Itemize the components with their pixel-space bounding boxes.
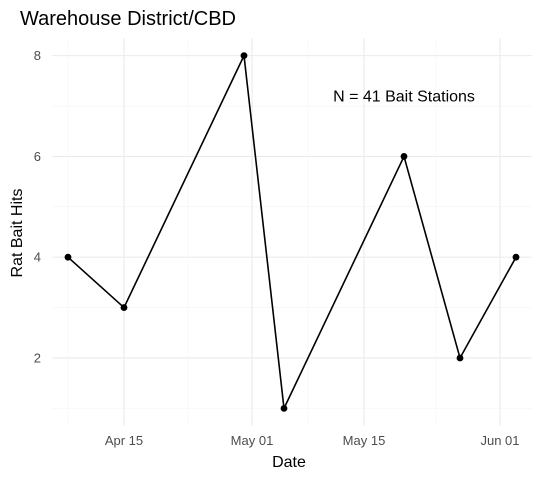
x-axis-title: Date [272,454,306,471]
data-point [512,253,520,261]
data-point [64,253,72,261]
x-tick-label: Apr 15 [105,433,143,448]
x-tick-label: May 01 [231,433,274,448]
data-point [120,304,128,311]
grid [52,38,532,426]
y-tick-label: 8 [34,48,41,63]
y-tick-label: 2 [34,350,41,365]
y-axis-title: Rat Bait Hits [9,189,26,278]
series-layer [64,52,520,412]
chart-title: Warehouse District/CBD [20,8,236,30]
data-point [456,354,464,362]
data-point [240,52,248,60]
y-tick-label: 6 [34,149,41,164]
data-point [400,153,408,160]
y-axis-ticks: 2 4 6 8 [34,48,41,365]
x-tick-label: May 15 [343,433,386,448]
annotation-text: N = 41 Bait Stations [333,88,475,105]
x-axis-ticks: Apr 15 May 01 May 15 Jun 01 [105,433,520,448]
series-line [67,54,517,410]
x-tick-label: Jun 01 [480,433,519,448]
y-tick-label: 4 [34,250,41,265]
data-point [280,404,288,412]
